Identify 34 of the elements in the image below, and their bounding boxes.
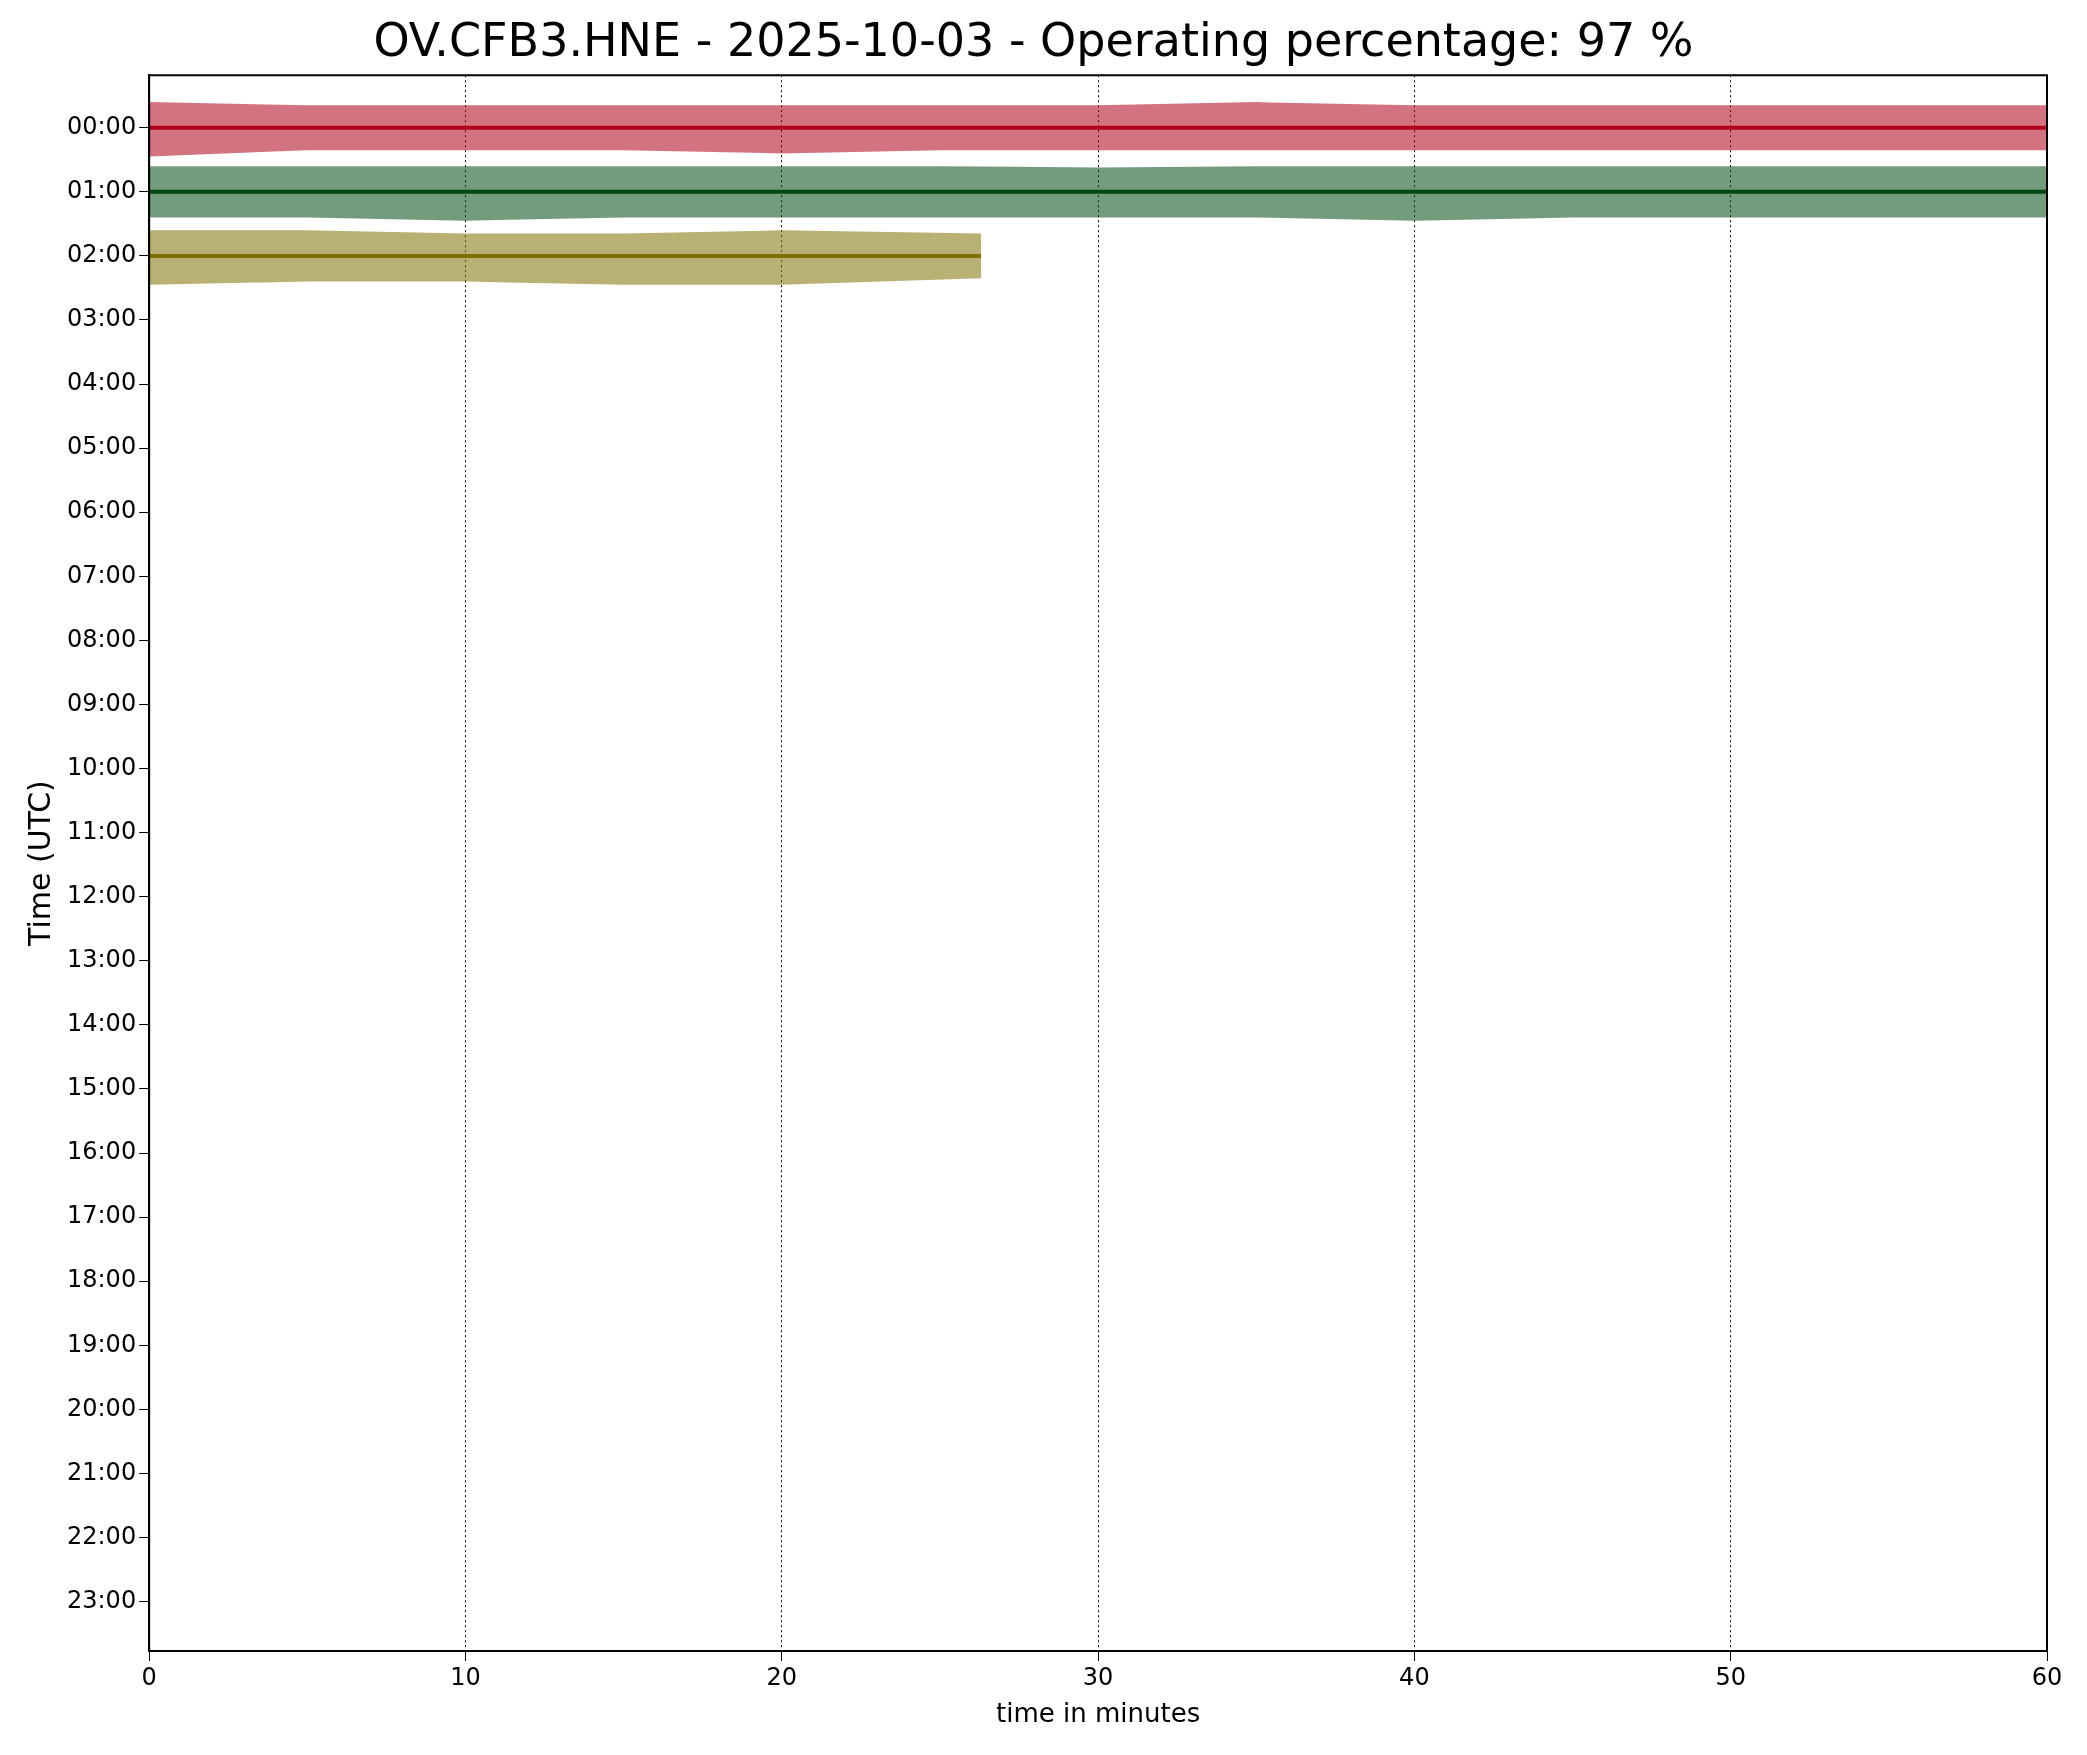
y-tick-label: 00:00 bbox=[66, 111, 137, 140]
x-tick-label: 50 bbox=[1715, 1662, 1746, 1691]
y-tick-label: 22:00 bbox=[66, 1521, 137, 1550]
y-tick-label: 10:00 bbox=[66, 752, 137, 781]
y-tick-label: 14:00 bbox=[66, 1009, 137, 1038]
x-axis-title: time in minutes bbox=[995, 1698, 1201, 1729]
y-tick-label: 19:00 bbox=[66, 1329, 137, 1358]
y-tick-label: 21:00 bbox=[66, 1457, 137, 1486]
y-tick-label: 08:00 bbox=[66, 624, 137, 653]
x-tick-label: 20 bbox=[766, 1662, 798, 1691]
x-tick-label: 60 bbox=[2031, 1662, 2063, 1691]
y-axis-title: Time (UTC) bbox=[21, 780, 57, 948]
x-tick-label: 30 bbox=[1082, 1662, 1114, 1691]
y-tick-label: 12:00 bbox=[66, 880, 137, 909]
y-tick-label: 15:00 bbox=[66, 1073, 137, 1102]
y-tick-label: 04:00 bbox=[66, 368, 137, 397]
y-tick-label: 03:00 bbox=[66, 304, 137, 333]
chart-title: OV.CFB3.HNE - 2025-10-03 - Operating percentage: 97 % bbox=[373, 12, 1694, 67]
y-tick-label: 13:00 bbox=[66, 945, 137, 974]
y-tick-label: 09:00 bbox=[66, 688, 137, 717]
x-tick-label: 0 bbox=[141, 1662, 157, 1691]
y-tick-label: 02:00 bbox=[66, 240, 137, 269]
y-tick-label: 06:00 bbox=[66, 496, 137, 525]
y-tick-label: 18:00 bbox=[66, 1265, 137, 1294]
x-tick-label: 40 bbox=[1399, 1662, 1430, 1691]
y-tick-label: 05:00 bbox=[66, 432, 137, 461]
x-tick-label: 10 bbox=[450, 1662, 481, 1691]
y-tick-label: 23:00 bbox=[66, 1585, 137, 1614]
y-tick-label: 11:00 bbox=[66, 816, 137, 845]
y-tick-label: 01:00 bbox=[66, 176, 137, 205]
y-tick-label: 07:00 bbox=[66, 560, 137, 589]
y-tick-label: 17:00 bbox=[66, 1201, 137, 1230]
y-tick-label: 16:00 bbox=[66, 1137, 137, 1166]
y-tick-label: 20:00 bbox=[66, 1393, 137, 1422]
